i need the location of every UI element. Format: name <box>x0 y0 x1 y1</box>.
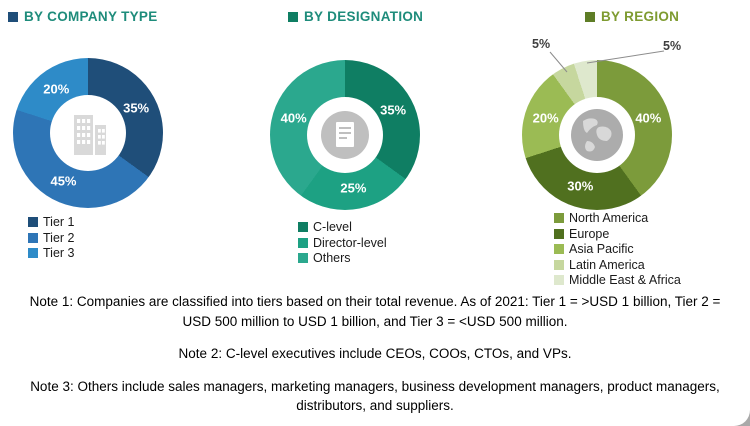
legend-label: Latin America <box>569 257 645 272</box>
legend-item: Director-level <box>298 235 387 250</box>
legend-item: Asia Pacific <box>554 243 681 256</box>
legend-item: Latin America <box>554 257 681 272</box>
chart-header-company-type: BY COMPANY TYPE <box>8 9 158 24</box>
document-icon <box>321 111 369 159</box>
note-3: Note 3: Others include sales managers, m… <box>30 378 720 414</box>
notes-section: Note 1: Companies are classified into ti… <box>0 292 750 426</box>
callout-label-middle-east-africa: 5% <box>663 39 682 53</box>
legend-label: Others <box>313 251 351 265</box>
legend-item: Europe <box>554 226 681 241</box>
globe-icon <box>571 109 623 161</box>
legend-item: Tier 1 <box>28 216 75 229</box>
slice-label: 20% <box>43 81 70 97</box>
page-rounded-corner <box>732 408 750 426</box>
donut-chart-designation: 35% 25% 40% <box>270 60 420 210</box>
legend-swatch <box>298 237 308 248</box>
legend-swatch <box>554 244 564 255</box>
slice-label: 30% <box>567 178 594 194</box>
legend-region: North America Europe Asia Pacific Latin Ame… <box>554 212 681 290</box>
legend-swatch <box>28 232 38 243</box>
donut-hole <box>50 95 126 171</box>
slice-label: 25% <box>340 180 367 196</box>
title-bullet <box>288 11 298 22</box>
chart-title: BY COMPANY TYPE <box>24 9 158 24</box>
building-icon <box>74 115 106 155</box>
chart-header-region: BY REGION <box>585 9 679 24</box>
legend-item: C-level <box>298 221 387 234</box>
slice-label: 40% <box>280 110 307 126</box>
legend-swatch <box>554 275 564 286</box>
slice-label: 20% <box>532 110 559 126</box>
donut-hole <box>559 97 635 173</box>
legend-swatch <box>298 222 308 233</box>
legend-swatch <box>28 217 38 228</box>
legend-swatch <box>554 213 564 224</box>
legend-label: Tier 1 <box>43 215 75 229</box>
legend-item: Middle East & Africa <box>554 274 681 287</box>
legend-label: Middle East & Africa <box>569 273 681 287</box>
note-1: Note 1: Companies are classified into ti… <box>29 294 721 329</box>
legend-label: Director-level <box>313 235 387 250</box>
legend-swatch <box>554 259 564 270</box>
legend-company-type: Tier 1 Tier 2 Tier 3 <box>28 216 75 263</box>
legend-item: North America <box>554 212 681 225</box>
donut-hole <box>307 97 383 173</box>
slice-label: 40% <box>635 110 662 126</box>
legend-label: Tier 3 <box>43 246 75 260</box>
legend-swatch <box>28 248 38 259</box>
legend-item: Others <box>298 252 387 265</box>
title-bullet <box>8 11 18 22</box>
legend-swatch <box>554 228 564 239</box>
slice-label: 35% <box>380 102 407 118</box>
legend-label: North America <box>569 211 649 225</box>
slice-label: 45% <box>50 173 77 189</box>
chart-title: BY REGION <box>601 9 680 24</box>
title-bullet <box>585 11 595 22</box>
legend-designation: C-level Director-level Others <box>298 221 387 268</box>
donut-chart-company-type: 35% 45% 20% <box>13 58 163 208</box>
callout-label-latin-america: 5% <box>532 37 551 51</box>
note-2: Note 2: C-level executives include CEOs,… <box>178 346 572 362</box>
chart-title: BY DESIGNATION <box>304 9 424 24</box>
legend-swatch <box>298 253 308 264</box>
legend-label: Asia Pacific <box>569 242 634 256</box>
chart-header-designation: BY DESIGNATION <box>288 9 423 24</box>
legend-item: Tier 3 <box>28 247 75 260</box>
legend-item: Tier 2 <box>28 230 75 245</box>
legend-label: C-level <box>313 220 352 234</box>
donut-chart-region: 40% 30% 20% <box>522 60 672 210</box>
slice-label: 35% <box>123 100 150 116</box>
legend-label: Tier 2 <box>43 230 75 245</box>
legend-label: Europe <box>569 226 610 241</box>
